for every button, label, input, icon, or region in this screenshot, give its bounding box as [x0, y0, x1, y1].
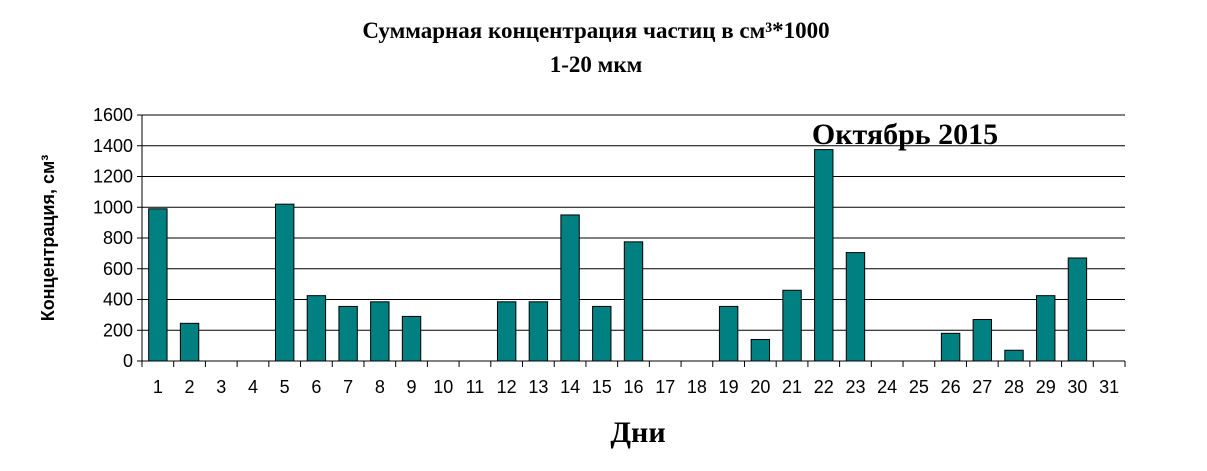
x-tick-label: 10 — [433, 377, 453, 397]
y-tick-label: 800 — [103, 228, 133, 248]
x-tick-label: 3 — [216, 377, 226, 397]
x-tick-label: 1 — [153, 377, 163, 397]
x-tick-label: 11 — [466, 377, 485, 397]
bar-day-26 — [940, 332, 961, 362]
y-tick-labels: 0 200 400 600 800 1000 1200 1400 1600 — [93, 105, 133, 371]
x-tick-label: 17 — [655, 377, 675, 397]
x-tick-label: 15 — [592, 377, 612, 397]
x-tick-label: 29 — [1036, 377, 1056, 397]
x-tick-label: 12 — [497, 377, 517, 397]
chart-subtitle: 1-20 мкм — [550, 52, 643, 77]
x-tick-label: 9 — [407, 377, 417, 397]
y-tick-label: 200 — [103, 320, 133, 340]
y-tick-label: 1600 — [93, 105, 133, 125]
bar-day-12 — [496, 301, 517, 362]
bar-day-7 — [338, 305, 358, 362]
x-tick-label: 23 — [845, 377, 865, 397]
bar-day-15 — [592, 305, 612, 362]
x-tick-label: 14 — [560, 377, 580, 397]
annotation-month: Октябрь 2015 — [812, 118, 998, 151]
bar-day-9 — [401, 315, 422, 362]
x-tick-label: 6 — [311, 377, 321, 397]
x-tick-label: 24 — [877, 377, 897, 397]
x-tick-label: 4 — [248, 377, 258, 397]
x-tick-label: 30 — [1067, 377, 1087, 397]
bar-day-28 — [1004, 349, 1024, 362]
x-tick-label: 21 — [782, 377, 802, 397]
x-tick-label: 8 — [375, 377, 385, 397]
x-tick-label: 20 — [750, 377, 770, 397]
x-tick-label: 7 — [343, 377, 353, 397]
bar-day-29 — [1036, 295, 1056, 362]
x-tick-label: 27 — [972, 377, 992, 397]
y-tick-label: 600 — [103, 259, 133, 279]
x-tick-label: 16 — [623, 377, 643, 397]
bar-day-22 — [814, 149, 834, 362]
bar-day-5 — [274, 203, 295, 362]
x-tick-label: 2 — [185, 377, 195, 397]
x-tick-label: 18 — [687, 377, 707, 397]
x-tick-label: 22 — [814, 377, 834, 397]
bar-day-23 — [845, 252, 866, 362]
chart-title: Суммарная концентрация частиц в см³*1000 — [362, 18, 829, 43]
x-tick-label: 28 — [1004, 377, 1024, 397]
bar-day-2 — [179, 322, 200, 362]
x-tick-label: 26 — [941, 377, 961, 397]
bar-day-30 — [1067, 257, 1088, 362]
axes — [141, 115, 1126, 367]
bar-day-21 — [782, 289, 802, 362]
y-tick-label: 1400 — [93, 136, 133, 156]
bar-day-14 — [560, 214, 580, 362]
x-tick-label: 19 — [719, 377, 739, 397]
bar-day-8 — [370, 301, 390, 362]
y-axis-label: Концентрация, см³ — [38, 155, 58, 322]
bar-day-13 — [528, 301, 549, 362]
y-tick-label: 1000 — [93, 197, 133, 217]
x-tick-label: 13 — [528, 377, 548, 397]
y-tick-label: 1200 — [93, 167, 133, 187]
y-tick-label: 0 — [123, 351, 133, 371]
bars — [148, 149, 1088, 362]
x-axis-label: Дни — [610, 416, 665, 449]
y-tick-label: 400 — [103, 290, 133, 310]
bar-day-6 — [306, 295, 327, 362]
x-tick-label: 25 — [909, 377, 929, 397]
bar-day-19 — [718, 305, 739, 362]
x-tick-label: 31 — [1099, 377, 1119, 397]
x-tick-label: 5 — [280, 377, 290, 397]
bar-day-20 — [750, 338, 771, 362]
x-tick-labels: 1 2 3 4 5 6 7 8 9 10 11 12 13 14 15 16 17 18 19 20 21 22 23 24 2… — [153, 377, 1119, 397]
bar-day-1 — [148, 208, 168, 362]
bar-day-16 — [623, 241, 644, 362]
bar-day-27 — [972, 318, 993, 362]
